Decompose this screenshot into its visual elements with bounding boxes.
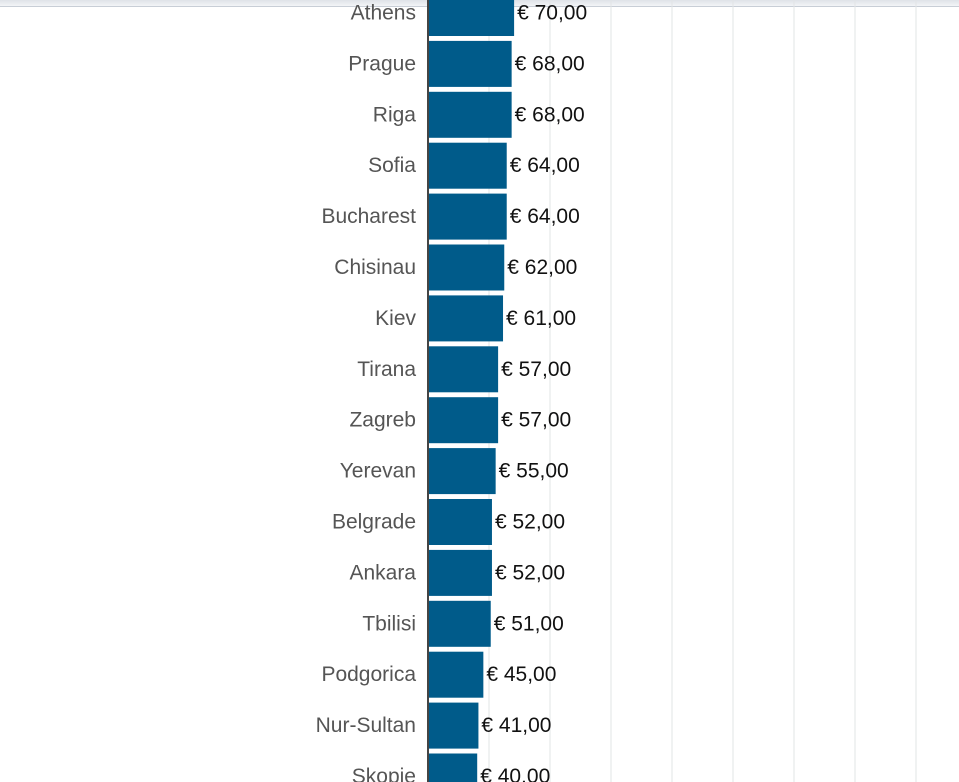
category-label-riga: Riga xyxy=(373,103,417,126)
value-label-tirana: € 57,00 xyxy=(501,358,571,381)
bar-podgorica xyxy=(428,651,484,698)
value-label-prague: € 68,00 xyxy=(515,52,585,75)
bar-ankara xyxy=(428,549,492,596)
bar-kiev xyxy=(428,295,504,342)
category-label-sofia: Sofia xyxy=(368,154,416,177)
value-label-ankara: € 52,00 xyxy=(495,561,565,584)
category-label-yerevan: Yerevan xyxy=(340,460,416,483)
category-label-nur-sultan: Nur-Sultan xyxy=(316,714,416,737)
value-label-bucharest: € 64,00 xyxy=(510,205,580,228)
value-label-podgorica: € 45,00 xyxy=(486,663,556,686)
category-label-skopje: Skopje xyxy=(352,765,416,782)
bars xyxy=(428,0,515,782)
category-label-podgorica: Podgorica xyxy=(321,663,416,686)
value-label-chisinau: € 62,00 xyxy=(507,256,577,279)
category-label-belgrade: Belgrade xyxy=(332,511,416,534)
category-label-athens: Athens xyxy=(351,2,416,25)
category-label-ankara: Ankara xyxy=(349,561,416,584)
bar-tirana xyxy=(428,346,499,393)
labels: Athens € 70,00 Prague € 68,00 Riga € 68,00 Sof… xyxy=(316,2,588,782)
value-label-sofia: € 64,00 xyxy=(510,154,580,177)
bar-yerevan xyxy=(428,448,496,495)
value-label-kiev: € 61,00 xyxy=(506,307,576,330)
category-label-tirana: Tirana xyxy=(357,358,416,381)
bar-nur-sultan xyxy=(428,702,479,749)
value-label-zagreb: € 57,00 xyxy=(501,409,571,432)
value-label-riga: € 68,00 xyxy=(515,103,585,126)
category-label-zagreb: Zagreb xyxy=(349,409,416,432)
bar-zagreb xyxy=(428,397,499,444)
value-label-tbilisi: € 51,00 xyxy=(494,612,564,635)
bar-skopje xyxy=(428,753,478,782)
bar-chisinau xyxy=(428,244,505,291)
bar-tbilisi xyxy=(428,600,491,647)
category-label-tbilisi: Tbilisi xyxy=(362,612,416,635)
category-label-bucharest: Bucharest xyxy=(321,205,416,228)
value-label-belgrade: € 52,00 xyxy=(495,511,565,534)
value-label-athens: € 70,00 xyxy=(517,2,587,25)
category-label-chisinau: Chisinau xyxy=(334,256,416,279)
value-label-skopje: € 40,00 xyxy=(480,765,550,782)
value-label-nur-sultan: € 41,00 xyxy=(481,714,551,737)
value-label-yerevan: € 55,00 xyxy=(499,460,569,483)
category-label-prague: Prague xyxy=(348,52,416,75)
bar-riga xyxy=(428,91,512,138)
bar-prague xyxy=(428,40,512,87)
bar-athens xyxy=(428,0,515,36)
bar-belgrade xyxy=(428,499,492,545)
bar-sofia xyxy=(428,142,507,189)
bar-bucharest xyxy=(428,193,507,240)
category-label-kiev: Kiev xyxy=(375,307,416,330)
